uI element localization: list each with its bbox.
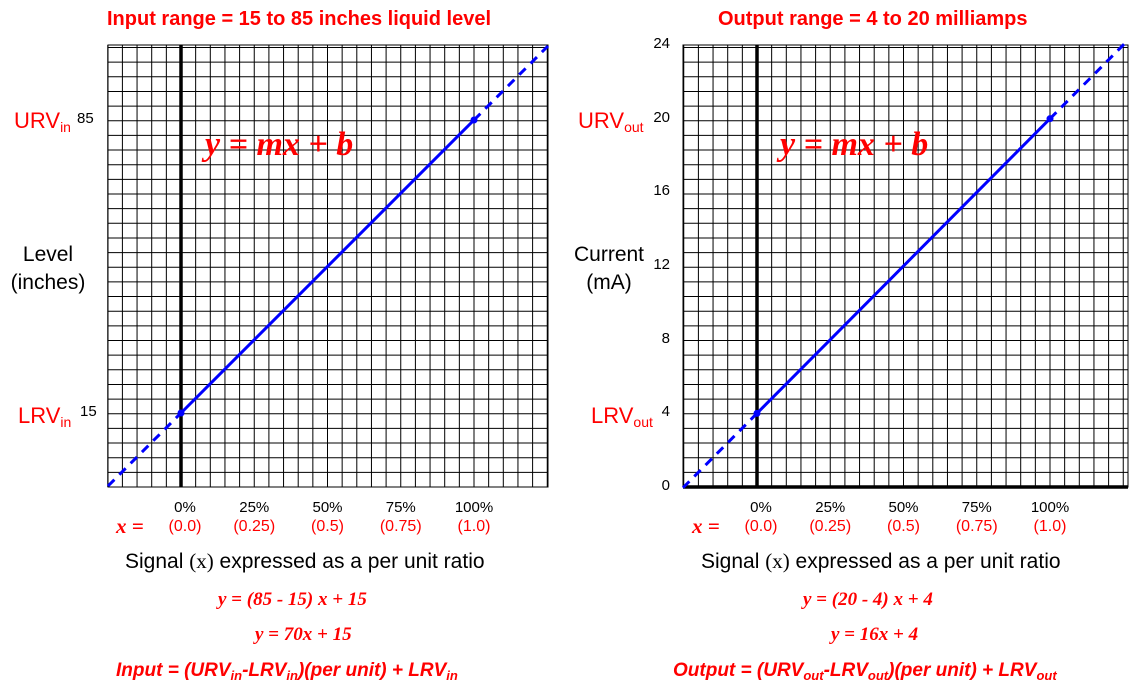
left-plot-frame bbox=[107, 44, 549, 488]
left-x-tick-percent: 100% bbox=[454, 499, 494, 516]
left-equation-line2: y = 70x + 15 bbox=[255, 624, 352, 645]
right-x-tick-percent: 100% bbox=[1030, 499, 1070, 516]
right-y-tick-label: 12 bbox=[653, 256, 670, 273]
left-equation-label: y = mx + b bbox=[205, 126, 354, 163]
right-x-axis-label: Signal (x) expressed as a per unit ratio bbox=[701, 549, 1061, 573]
left-line-extrapolated-low bbox=[106, 411, 183, 488]
left-x-tick-decimal: (0.5) bbox=[311, 518, 344, 535]
left-urv-value: 85 bbox=[77, 110, 94, 127]
right-x-equals: x = bbox=[692, 514, 720, 538]
right-y-tick-label: 20 bbox=[653, 108, 670, 126]
right-y-tick-label: 8 bbox=[661, 329, 670, 347]
right-x-tick-percent: 25% bbox=[815, 499, 846, 516]
right-equation-label: y = mx + b bbox=[780, 126, 929, 163]
left-line-extrapolated-high bbox=[472, 44, 550, 122]
right-general-formula: Output = (URVout-LRVout)(per unit) + LRV… bbox=[673, 660, 1057, 683]
left-x-axis-label: Signal (x) expressed as a per unit ratio bbox=[125, 549, 485, 573]
right-y-tick-label: 0 bbox=[661, 477, 670, 494]
right-x-tick-decimal: (0.75) bbox=[955, 518, 998, 535]
right-equation-line1: y = (20 - 4) x + 4 bbox=[803, 589, 933, 610]
left-x-tick-percent: 50% bbox=[312, 499, 343, 516]
right-urv-label: URVout bbox=[578, 108, 644, 135]
right-x-tick-decimal: (1.0) bbox=[1033, 518, 1067, 535]
left-x-tick-percent: 25% bbox=[239, 499, 270, 516]
left-y-axis-label: Level (inches) bbox=[10, 243, 86, 294]
left-point-urv bbox=[470, 116, 478, 124]
right-x-tick-decimal: (0.5) bbox=[887, 518, 920, 535]
right-y-tick-label: 16 bbox=[653, 182, 670, 200]
right-line-extrapolated-low bbox=[681, 412, 759, 489]
left-x-equals: x = bbox=[116, 514, 144, 538]
left-lrv-label: LRVin bbox=[18, 403, 72, 430]
left-series-line bbox=[179, 118, 476, 415]
left-title: Input range = 15 to 85 inches liquid lev… bbox=[107, 8, 491, 30]
right-point-urv bbox=[1046, 115, 1054, 123]
left-lrv-value: 15 bbox=[80, 403, 97, 420]
right-series-line bbox=[755, 117, 1052, 415]
left-point-lrv bbox=[177, 409, 185, 417]
left-x-tick-decimal: (0.25) bbox=[233, 518, 276, 535]
left-urv-label: URVin bbox=[14, 108, 71, 135]
right-y-tick-label: 24 bbox=[653, 35, 670, 52]
left-x-tick-decimal: (0.75) bbox=[379, 518, 422, 535]
right-y-tick-label: 4 bbox=[661, 403, 670, 421]
left-x-tick-decimal: (1.0) bbox=[457, 518, 491, 535]
right-x-tick-percent: 50% bbox=[888, 499, 919, 516]
right-line-extrapolated-high bbox=[1048, 39, 1130, 120]
right-point-lrv bbox=[753, 409, 761, 417]
left-x-tick-percent: 0% bbox=[174, 499, 196, 516]
right-equation-line2: y = 16x + 4 bbox=[831, 624, 919, 645]
right-title: Output range = 4 to 20 milliamps bbox=[718, 8, 1028, 30]
right-y-axis-label: Current (mA) bbox=[573, 243, 645, 294]
right-x-tick-decimal: (0.25) bbox=[809, 518, 852, 535]
right-x-tick-percent: 0% bbox=[750, 499, 772, 516]
left-general-formula: Input = (URVin-LRVin)(per unit) + LRVin bbox=[116, 660, 458, 683]
left-equation-line1: y = (85 - 15) x + 15 bbox=[218, 589, 367, 610]
left-x-tick-decimal: (0.0) bbox=[168, 518, 202, 535]
right-x-tick-decimal: (0.0) bbox=[744, 518, 778, 535]
right-x-tick-percent: 75% bbox=[961, 499, 992, 516]
right-lrv-label: LRVout bbox=[591, 403, 653, 430]
left-x-tick-percent: 75% bbox=[385, 499, 416, 516]
